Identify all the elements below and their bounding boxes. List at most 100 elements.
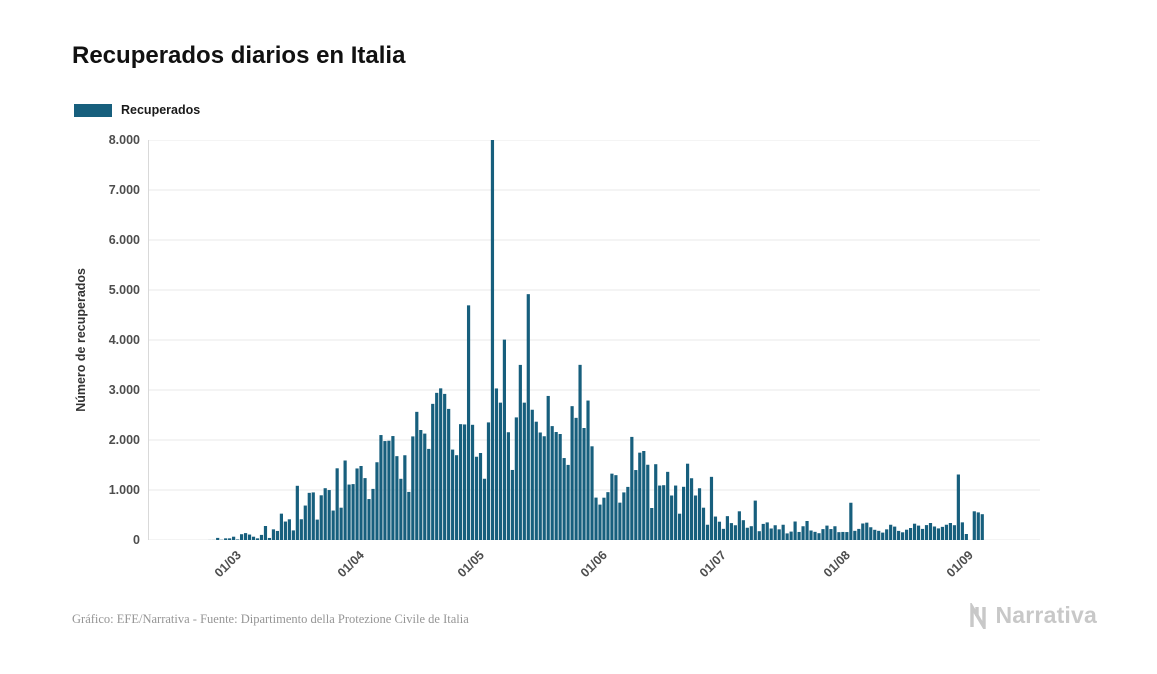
bar [506,432,510,540]
bar [697,488,702,540]
bar [709,476,714,540]
bar [582,428,586,540]
bar [606,492,610,540]
bar [339,507,343,540]
bar [670,495,674,540]
bar [745,527,749,540]
bar [765,522,769,540]
bar [379,435,383,540]
bar [841,531,845,540]
bar [936,528,941,540]
bar [566,464,570,540]
bar [717,521,722,540]
bar [578,364,582,540]
bar [311,492,315,540]
bar [335,468,339,540]
bar [419,430,423,540]
bar [407,491,411,540]
bar [331,510,335,540]
bar [307,492,311,540]
bar [928,523,933,540]
bar [769,528,773,540]
bar [610,473,614,540]
bar [701,507,706,540]
bar [359,466,363,540]
bar [427,448,431,540]
bar [343,460,347,540]
x-tick-label: 01/05 [454,548,487,581]
chart-title: Recuperados diarios en Italia [72,42,406,69]
bar [837,532,841,540]
bar [912,523,917,540]
bar [323,488,327,540]
bar [546,395,550,540]
bar [518,364,522,540]
bar [666,471,670,540]
bar [845,532,849,540]
y-axis-title-text: Número de recuperados [74,268,88,412]
bar [371,488,375,540]
bar [355,468,359,540]
bar [594,497,598,540]
bar [813,531,817,540]
bar [435,392,439,540]
narrativa-brand: Narrativa [968,602,1097,629]
bar [558,434,562,540]
legend-swatch [74,103,112,117]
bar [391,436,395,540]
bar [279,513,283,540]
bar [646,464,650,540]
bar [865,522,869,540]
bar [658,485,662,540]
bar [793,521,797,540]
bar [638,452,642,540]
bar [554,432,558,540]
bar [944,524,949,540]
bar [574,417,578,540]
bar [255,538,260,540]
bar [347,484,351,540]
bar [821,529,825,540]
bar [897,530,901,540]
bar [976,512,980,540]
bar [598,504,602,540]
bar [932,526,937,540]
y-axis-line [148,140,149,540]
bar [271,529,276,540]
bar [439,388,443,540]
bar [964,534,968,540]
bar [263,526,268,540]
bar [678,513,682,540]
bar [455,455,459,540]
bar [749,526,753,540]
bar [267,537,272,540]
bar [510,469,514,540]
bar [881,532,885,540]
bar [295,485,299,540]
bar [753,500,757,540]
bar [797,531,801,540]
source-credit: Gráfico: EFE/Narrativa - Fuente: Diparti… [72,612,469,626]
bar [682,486,686,540]
bar [829,529,833,540]
bar [877,530,881,540]
bar [650,508,654,540]
bar [236,539,240,540]
bar [693,495,698,540]
y-axis-title: Número de recuperados [70,140,92,540]
bar [411,436,415,540]
x-tick-label: 01/06 [577,548,610,581]
bar [920,528,925,540]
bar [733,525,737,540]
bar [809,530,813,540]
bar [243,533,248,540]
bar [367,499,371,540]
bar [642,451,646,540]
bar [777,529,781,540]
bar [972,511,976,540]
bar [224,538,228,540]
bar [781,524,785,540]
bar [482,478,487,540]
bar [940,526,945,540]
